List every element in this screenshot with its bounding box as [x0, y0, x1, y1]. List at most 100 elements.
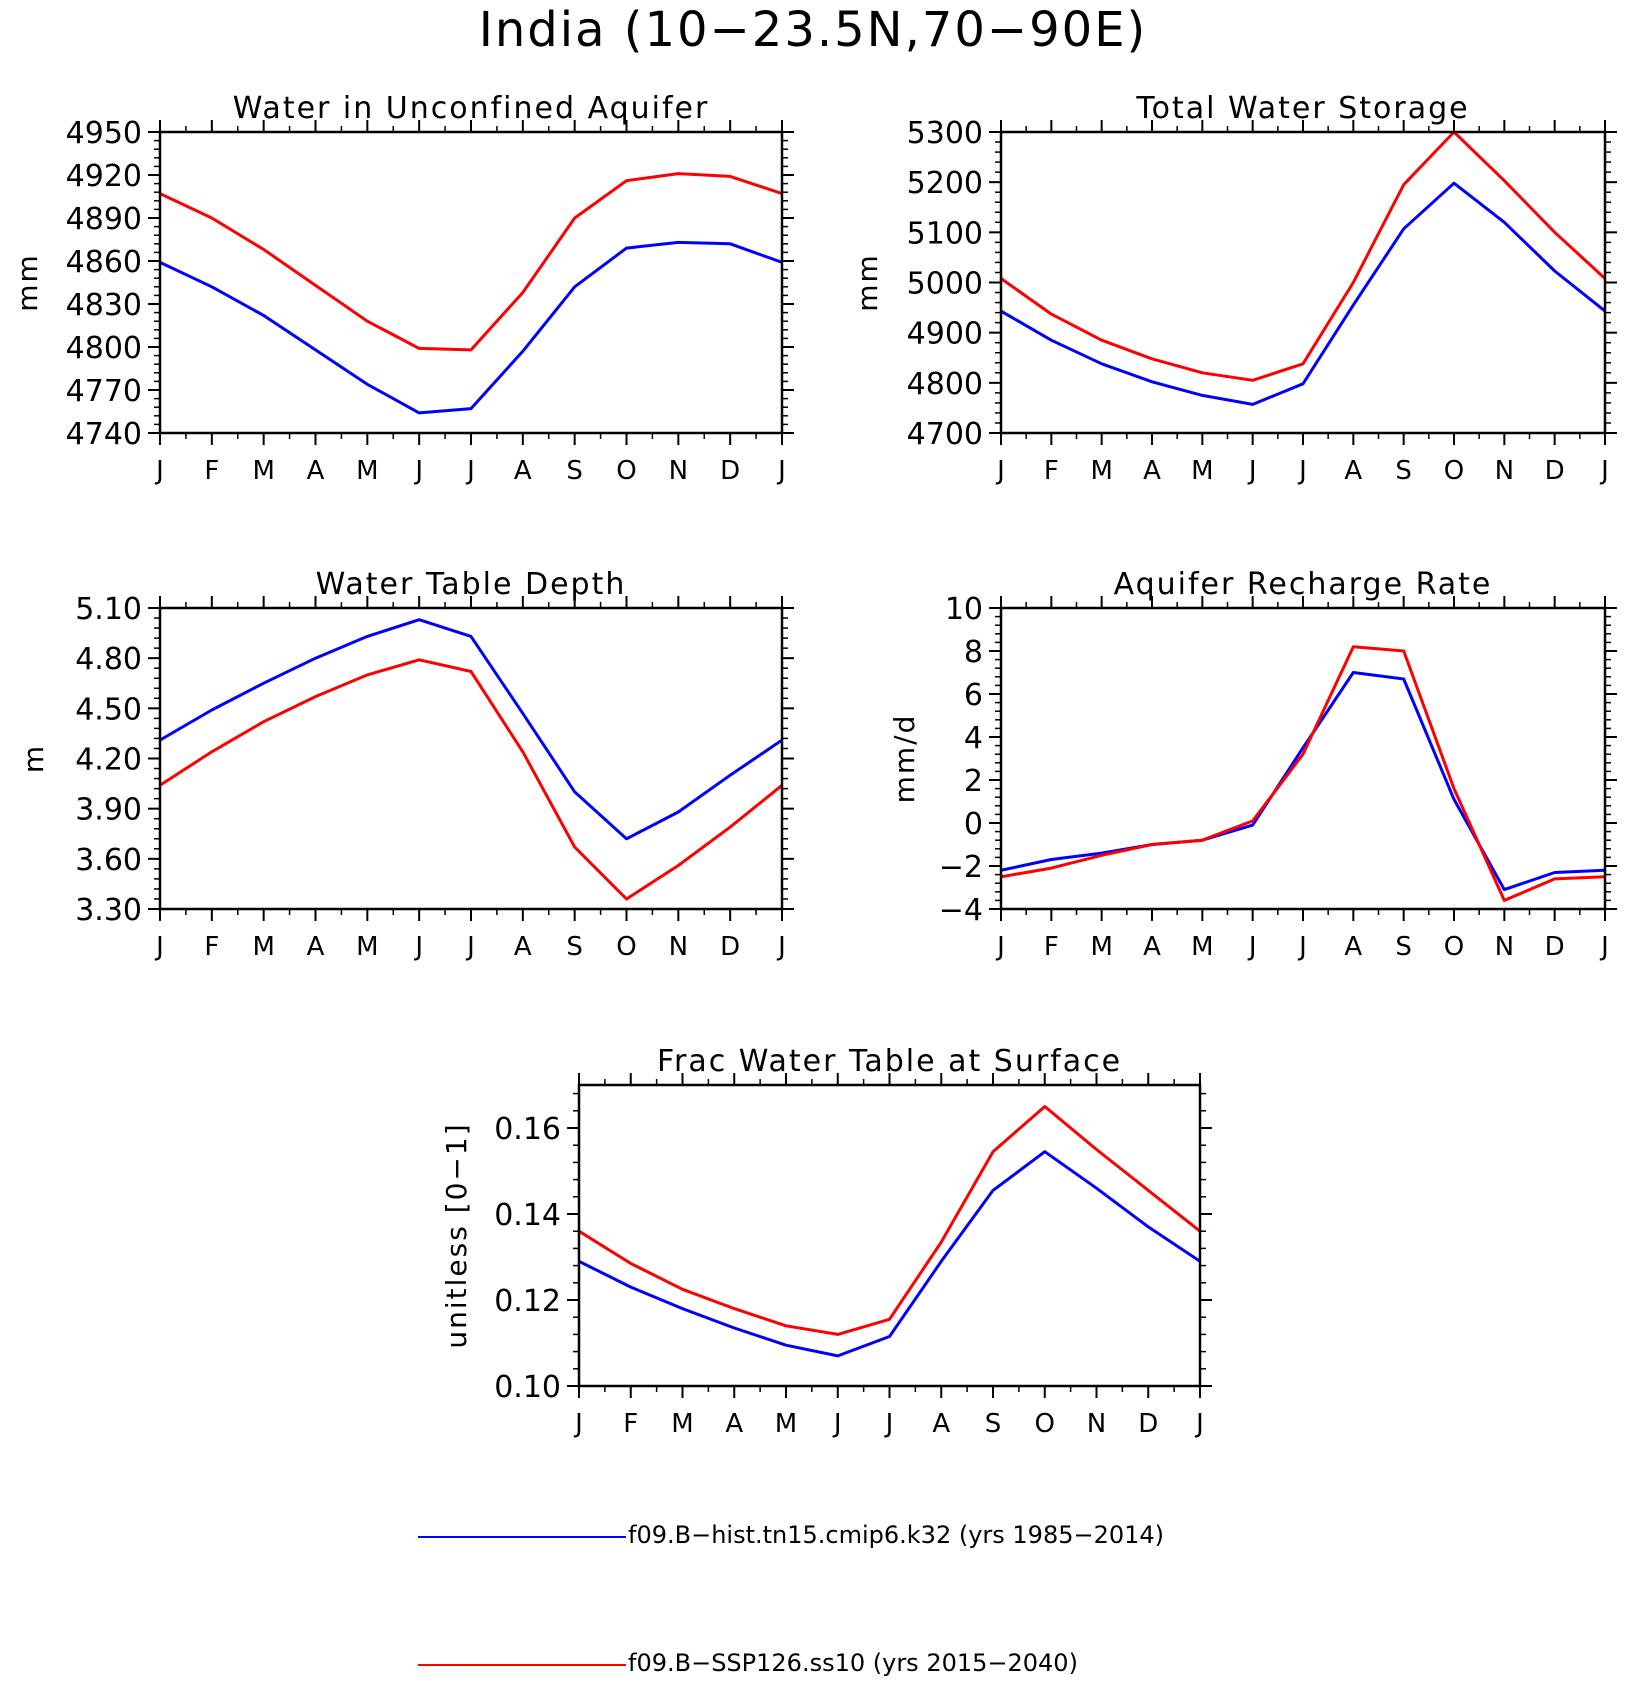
x-tick-label: J: [1247, 932, 1257, 962]
x-tick-label: J: [413, 456, 423, 486]
x-tick-label: A: [1143, 456, 1161, 486]
y-tick-label: 3.30: [75, 893, 142, 928]
y-tick-label: 4800: [907, 367, 983, 402]
y-tick-label: 4.80: [75, 642, 142, 677]
y-tick-label: 4920: [66, 159, 142, 194]
plot-frame: [999, 606, 1607, 911]
series-line-hist: [160, 618, 782, 841]
y-tick-label: 0: [964, 807, 983, 842]
x-tick-label: D: [720, 932, 740, 962]
x-tick-label: J: [1247, 456, 1257, 486]
x-tick-label: M: [775, 1409, 797, 1439]
y-tick-label: 4700: [907, 417, 983, 452]
x-tick-label: N: [669, 932, 688, 962]
x-tick-label: S: [985, 1409, 1002, 1439]
series-line-ssp126: [1001, 130, 1605, 382]
x-tick-label: N: [1087, 1409, 1106, 1439]
x-tick-label: A: [514, 456, 532, 486]
x-tick-label: J: [154, 932, 164, 962]
x-tick-label: J: [465, 456, 475, 486]
y-tick-label: 5.10: [75, 592, 142, 627]
x-tick-label: O: [1444, 456, 1464, 486]
y-tick-label: 4830: [66, 288, 142, 323]
plot-frame: [577, 1083, 1202, 1388]
x-tick-label: J: [884, 1409, 894, 1439]
y-tick-label: 4900: [907, 317, 983, 352]
x-tick-label: M: [1090, 456, 1112, 486]
x-tick-label: F: [1044, 932, 1059, 962]
y-tick-label: 4740: [66, 417, 142, 452]
main-title: India (10−23.5N,70−90E): [478, 2, 1148, 58]
x-tick-label: N: [669, 456, 688, 486]
y-tick-label: 4950: [66, 116, 142, 151]
series-line-hist: [160, 240, 782, 415]
x-tick-label: J: [1194, 1409, 1204, 1439]
x-tick-label: J: [573, 1409, 583, 1439]
x-tick-label: N: [1495, 456, 1514, 486]
x-tick-label: M: [1191, 932, 1213, 962]
y-axis-label: m: [17, 744, 50, 773]
x-tick-label: J: [465, 932, 475, 962]
x-tick-label: M: [671, 1409, 693, 1439]
x-tick-label: O: [1444, 932, 1464, 962]
y-tick-label: 3.90: [75, 793, 142, 828]
plot-frame: [158, 130, 784, 435]
y-tick-label: −2: [939, 850, 983, 885]
x-tick-label: J: [154, 456, 164, 486]
y-axis-label: mm: [851, 253, 884, 312]
x-tick-label: S: [1395, 932, 1412, 962]
plot-frame: [999, 130, 1607, 435]
x-tick-label: M: [252, 456, 274, 486]
y-axis-label: mm/d: [888, 714, 921, 804]
x-tick-label: M: [1191, 456, 1213, 486]
x-tick-label: F: [623, 1409, 638, 1439]
series-line-hist: [1001, 181, 1605, 406]
panel-title: Total Water Storage: [1135, 91, 1469, 126]
x-tick-label: J: [776, 456, 786, 486]
x-tick-label: O: [1035, 1409, 1055, 1439]
series-line-ssp126: [1001, 645, 1605, 902]
y-tick-label: 5100: [907, 216, 983, 251]
series-line-hist: [1001, 671, 1605, 892]
y-tick-label: 4.50: [75, 692, 142, 727]
y-tick-label: 5000: [907, 267, 983, 302]
x-tick-label: A: [1344, 932, 1362, 962]
x-tick-label: A: [307, 456, 325, 486]
x-tick-label: S: [1395, 456, 1412, 486]
x-tick-label: J: [1297, 932, 1307, 962]
y-tick-label: 4.20: [75, 743, 142, 778]
y-tick-label: 0.10: [494, 1370, 561, 1405]
y-tick-label: 0.12: [494, 1284, 561, 1319]
y-tick-label: 4860: [66, 245, 142, 280]
y-tick-label: 3.60: [75, 843, 142, 878]
x-tick-label: F: [204, 932, 219, 962]
y-tick-label: 5200: [907, 166, 983, 201]
plot-frame: [158, 606, 784, 911]
x-tick-label: S: [566, 456, 583, 486]
x-tick-label: J: [776, 932, 786, 962]
x-tick-label: J: [832, 1409, 842, 1439]
x-tick-label: A: [1344, 456, 1362, 486]
series-line-hist: [579, 1150, 1200, 1358]
y-axis-label: unitless [0−1]: [440, 1122, 473, 1348]
x-tick-label: N: [1495, 932, 1514, 962]
series-line-ssp126: [160, 172, 782, 352]
x-tick-label: D: [720, 456, 740, 486]
x-tick-label: O: [616, 456, 636, 486]
y-tick-label: 4890: [66, 202, 142, 237]
y-tick-label: 8: [964, 635, 983, 670]
x-tick-label: M: [252, 932, 274, 962]
y-tick-label: 10: [945, 592, 983, 627]
series-line-ssp126: [160, 658, 782, 901]
x-tick-label: D: [1138, 1409, 1158, 1439]
x-tick-label: J: [1599, 932, 1609, 962]
x-tick-label: S: [566, 932, 583, 962]
x-tick-label: A: [932, 1409, 950, 1439]
x-tick-label: A: [725, 1409, 743, 1439]
x-tick-label: A: [307, 932, 325, 962]
